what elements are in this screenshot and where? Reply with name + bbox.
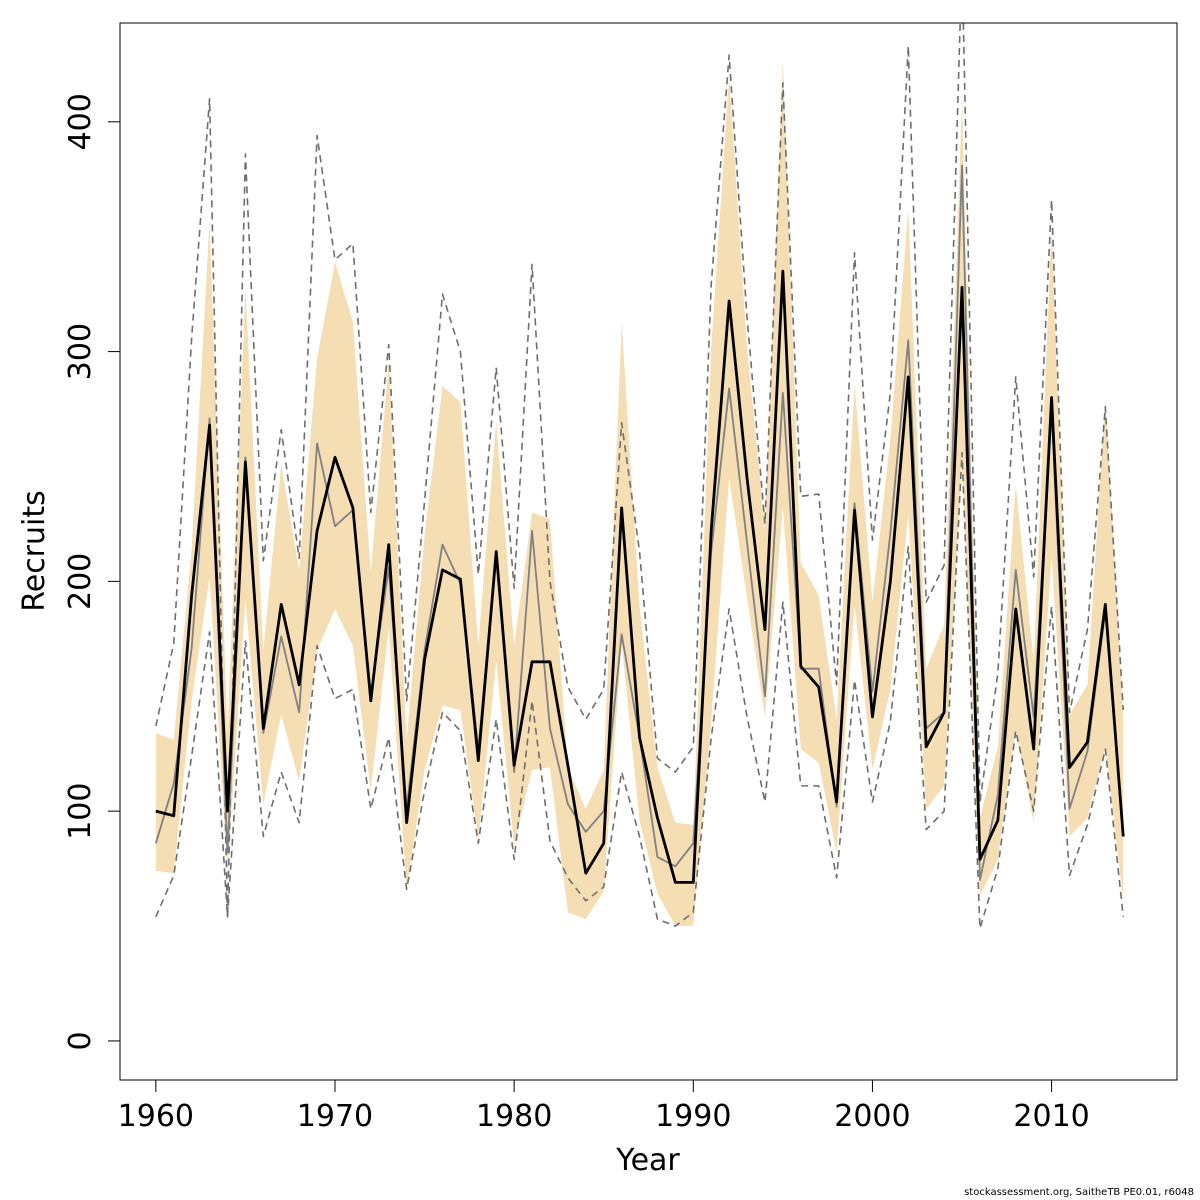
- y-axis: 0 100 200 300 400: [63, 93, 121, 1050]
- x-axis: 1960 1970 1980 1990 2000 2010: [118, 1079, 1090, 1134]
- footer-credit: stockassessment.org, SaitheTB PE0.01, r6…: [964, 1187, 1194, 1198]
- x-tick-label: 1960: [118, 1099, 194, 1134]
- lower-bound-dashed-line: [155, 451, 1125, 930]
- series-group: [154, 23, 1125, 930]
- upper-bound-dashed-line: [155, 23, 1125, 918]
- x-axis-title: Year: [615, 1143, 680, 1178]
- y-tick-label: 100: [63, 783, 98, 840]
- y-tick-label: 200: [63, 553, 98, 610]
- y-tick-label: 0: [63, 1031, 98, 1050]
- main-estimate-line: [155, 269, 1125, 884]
- x-tick-label: 1980: [476, 1099, 552, 1134]
- x-tick-label: 1990: [655, 1099, 731, 1134]
- x-tick-label: 2010: [1013, 1099, 1089, 1134]
- x-tick-label: 2000: [834, 1099, 910, 1134]
- y-tick-label: 300: [63, 323, 98, 380]
- confidence-band: [155, 59, 1124, 927]
- x-tick-label: 1970: [297, 1099, 373, 1134]
- y-axis-title: Recruits: [17, 490, 52, 612]
- y-tick-label: 400: [63, 93, 98, 150]
- plot-layer: [154, 23, 1125, 930]
